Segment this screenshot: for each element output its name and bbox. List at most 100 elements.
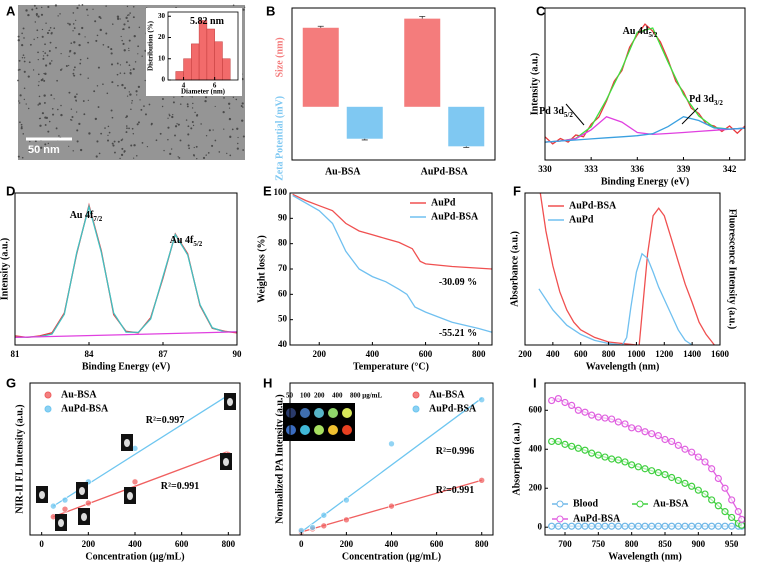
particle: [190, 127, 193, 130]
legend-label: AuPd-BSA: [431, 211, 479, 222]
series-line: [538, 288, 623, 346]
particle: [82, 100, 85, 102]
series-line: [544, 27, 746, 143]
particle: [168, 114, 171, 117]
x-tick-label: 200: [518, 349, 532, 359]
panel-label: D: [6, 183, 15, 198]
marker: [708, 522, 716, 530]
particle: [44, 43, 46, 46]
fl-signal: [227, 398, 233, 406]
particle: [51, 60, 53, 62]
panel-label: I: [533, 375, 537, 390]
particle: [137, 121, 140, 124]
annotation: Au 4d5/2: [623, 26, 658, 38]
particle: [116, 17, 120, 21]
particle: [140, 108, 143, 111]
annotation: Au 4f5/2: [170, 235, 203, 247]
y-tick-label: 0: [162, 76, 166, 84]
particle: [51, 107, 54, 110]
pa-well: [342, 408, 352, 418]
particle: [235, 98, 238, 101]
particle: [94, 117, 98, 121]
marker: [554, 394, 562, 403]
particle: [237, 136, 239, 139]
particle: [128, 91, 130, 93]
point: [478, 396, 486, 404]
x-tick-label: 400: [546, 349, 560, 359]
particle: [128, 39, 131, 42]
x-tick-label: 81: [11, 349, 21, 359]
particle: [46, 54, 49, 57]
particle: [134, 61, 137, 63]
particle: [133, 144, 136, 147]
y-tick-label: 30: [158, 12, 166, 20]
series-line: [544, 115, 746, 143]
particle: [102, 83, 104, 85]
particle: [45, 22, 47, 24]
particle: [116, 62, 119, 65]
y-axis-label: Normalized PA Intensity (a.u.): [274, 394, 285, 524]
x-tick-label: 400: [128, 539, 142, 549]
fl-signal: [58, 519, 64, 527]
histogram-bar: [183, 58, 192, 81]
particle: [43, 94, 46, 97]
y-axis-label: Intensity (a.u.): [0, 238, 10, 301]
annotation: 5.82 nm: [190, 16, 225, 27]
particle: [106, 92, 109, 95]
y-tick-label: 10: [158, 54, 166, 62]
particle: [43, 79, 46, 82]
marker: [574, 406, 582, 414]
particle: [28, 149, 31, 152]
particle: [123, 151, 126, 153]
inset-label: 100: [300, 392, 311, 400]
point: [61, 496, 69, 504]
x-tick-label: 200: [312, 349, 326, 359]
plot-frame: [167, 11, 239, 81]
particle: [192, 102, 194, 105]
particle: [214, 105, 216, 108]
particle: [96, 140, 99, 143]
particle: [116, 73, 119, 76]
particle: [187, 125, 190, 128]
series-line: [292, 193, 493, 270]
particle: [202, 156, 206, 160]
particle: [27, 13, 30, 17]
legend-label: Au-BSA: [61, 389, 97, 400]
histogram-bar: [214, 41, 223, 81]
annotation-text: R²=0.996: [436, 446, 474, 457]
particle: [240, 105, 243, 107]
point: [343, 516, 350, 524]
particle: [146, 146, 149, 148]
marker: [721, 508, 729, 516]
particle: [128, 64, 131, 67]
particle: [185, 119, 188, 121]
x-tick-label: 400: [385, 539, 399, 549]
annotation-text: R²=0.991: [436, 485, 474, 496]
marker: [561, 522, 569, 530]
particle: [232, 4, 235, 7]
x-tick-label: 600: [430, 539, 444, 549]
particle: [97, 66, 100, 69]
particle: [144, 113, 147, 116]
particle: [223, 128, 225, 130]
y-axis-label: NIR-II FL Intensity (a.u.): [14, 404, 25, 513]
x-tick-label: 90: [233, 349, 243, 359]
particle: [44, 124, 47, 126]
annotation-text: -55.21 %: [439, 328, 477, 339]
particle: [231, 128, 234, 131]
x-tick-label: 800: [472, 349, 486, 359]
pa-well: [286, 425, 296, 435]
particle: [72, 23, 75, 25]
marker: [714, 522, 722, 530]
marker: [674, 522, 682, 530]
marker: [688, 448, 696, 456]
particle: [23, 98, 26, 101]
annotation: Pd 3d5/2: [539, 106, 573, 118]
particle: [226, 152, 228, 155]
particle: [47, 142, 50, 145]
plot-frame: [29, 382, 241, 536]
particle: [128, 14, 130, 16]
particle: [17, 69, 20, 71]
particle: [171, 115, 174, 119]
